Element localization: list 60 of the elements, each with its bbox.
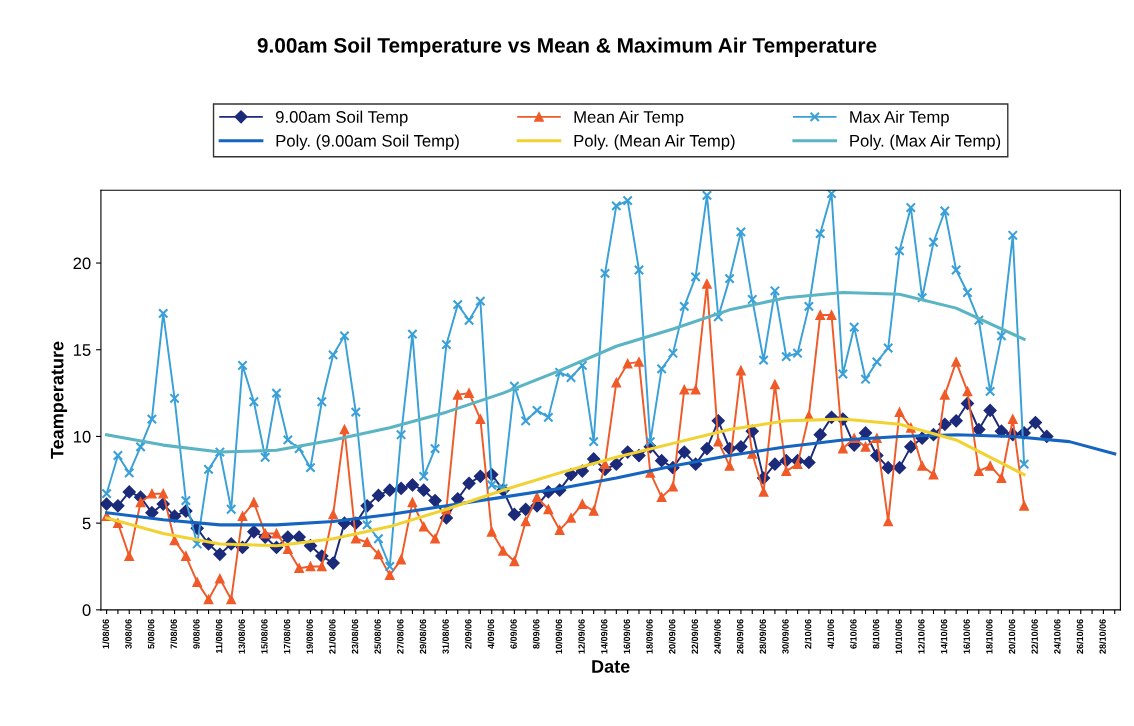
x-tick-label: 13/08/06 [238, 619, 246, 654]
x-tick-label: 12/09/06 [578, 619, 585, 654]
x-tick-label: 1/08/06 [102, 619, 110, 649]
legend-label: Poly. (Max Air Temp) [850, 134, 1001, 151]
legend-label: Poly. (9.00am Soil Temp) [276, 134, 459, 151]
x-tick-label: 26/10/06 [1076, 619, 1084, 654]
x-tick-label: 18/10/06 [985, 619, 993, 654]
x-tick-label: 29/08/06 [419, 619, 427, 654]
chart-title: 9.00am Soil Temperature vs Mean & Maximum Air Temperature [257, 37, 877, 57]
legend-label: 9.00am Soil Temp [275, 110, 408, 127]
x-tick-label: 14/09/06 [600, 619, 608, 654]
x-tick-label: 21/08/06 [328, 619, 336, 654]
legend-label: Max Air Temp [850, 110, 949, 127]
x-tick-label: 7/08/06 [170, 619, 178, 649]
x-tick-label: 15/08/06 [260, 619, 268, 654]
x-tick-label: 6/10/06 [849, 619, 857, 649]
x-tick-label: 10/09/06 [555, 619, 563, 654]
x-tick-label: 16/10/06 [963, 619, 970, 654]
x-tick-label: 28/09/06 [759, 619, 767, 654]
x-tick-label: 14/10/06 [940, 619, 948, 654]
x-tick-label: 12/10/06 [917, 619, 925, 654]
line-series [105, 290, 1026, 454]
x-tick-label: 3/08/06 [125, 619, 132, 649]
y-tick-label: 20 [73, 257, 91, 270]
x-tick-label: 5/08/06 [147, 619, 155, 649]
x-tick-label: 25/08/06 [374, 619, 381, 654]
x-tick-label: 20/10/06 [1008, 619, 1016, 654]
x-tick-label: 4/09/06 [487, 619, 495, 649]
x-tick-label: 24/09/06 [714, 619, 721, 654]
x-tick-label: 4/10/06 [827, 619, 835, 649]
x-tick-label: 8/09/06 [532, 619, 540, 649]
x-tick-label: 20/09/06 [668, 619, 676, 654]
y-axis-title: Teamperature [50, 341, 68, 459]
x-tick-label: 6/09/06 [510, 619, 517, 649]
x-tick-label: 9/08/06 [193, 619, 200, 649]
legend-label: Poly. (Mean Air Temp) [574, 134, 735, 151]
x-tick-label: 31/08/06 [442, 619, 449, 654]
x-tick-label: 24/10/06 [1053, 619, 1061, 654]
y-tick-label: 10 [73, 430, 91, 443]
x-tick-label: 26/09/06 [736, 619, 744, 654]
x-tick-label: 2/09/06 [464, 619, 472, 649]
y-tick-label: 5 [82, 517, 91, 530]
x-tick-label: 18/09/06 [646, 619, 653, 654]
x-tick-label: 28/10/06 [1099, 619, 1106, 654]
x-tick-label: 17/08/06 [283, 619, 291, 654]
x-tick-label: 8/10/06 [872, 619, 880, 649]
x-tick-label: 19/08/06 [306, 619, 313, 654]
x-tick-label: 30/09/06 [782, 619, 789, 654]
x-tick-label: 23/08/06 [351, 619, 359, 654]
x-tick-label: 11/08/06 [215, 619, 223, 653]
x-tick-label: 2/10/06 [804, 619, 812, 649]
x-tick-label: 27/08/06 [396, 619, 404, 654]
x-tick-label: 22/10/06 [1031, 619, 1038, 654]
x-axis-title: Date [592, 660, 630, 673]
x-tick-label: 10/10/06 [895, 619, 903, 654]
x-tick-label: 22/09/06 [691, 619, 699, 654]
x-tick-label: 16/09/06 [623, 619, 631, 654]
y-tick-label: 0 [82, 604, 91, 617]
y-tick-label: 15 [73, 344, 91, 356]
legend-label: Mean Air Temp [574, 110, 684, 127]
